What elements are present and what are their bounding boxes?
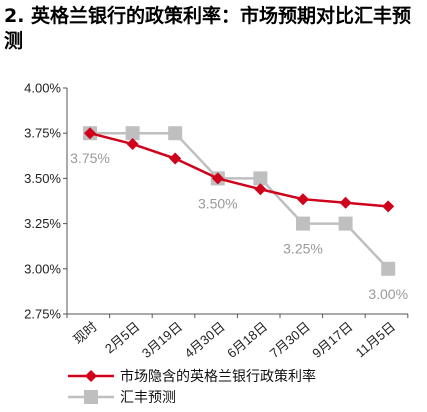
- market-line: [89, 131, 389, 208]
- x-tick-label: 7月30日: [267, 319, 313, 361]
- x-tick-label: 3月19日: [139, 319, 185, 361]
- y-tick-label: 3.00%: [24, 261, 61, 276]
- hsbc-point: [253, 171, 268, 186]
- series-market-implied: [84, 127, 395, 213]
- x-tick-label: 6月18日: [224, 319, 270, 361]
- market-point: [297, 193, 309, 206]
- legend-marker: [84, 390, 98, 404]
- hsbc-point: [168, 126, 183, 141]
- y-tick-label: 3.75%: [24, 126, 61, 141]
- x-tick-label: 4月30日: [182, 319, 228, 361]
- data-label: 3.50%: [198, 195, 238, 211]
- legend-marker: [85, 370, 97, 382]
- hsbc-point: [338, 216, 353, 231]
- y-tick-label: 4.00%: [24, 81, 61, 96]
- market-point: [126, 138, 139, 151]
- hsbc-point: [125, 126, 140, 141]
- legend-label: 市场隐含的英格兰银行政策利率: [120, 368, 316, 385]
- hsbc-line: [90, 131, 390, 270]
- market-point: [169, 152, 182, 165]
- chart-title: 2. 英格兰银行的政策利率：市场预期对比汇丰预测: [4, 5, 412, 52]
- y-tick-label: 3.50%: [24, 171, 61, 186]
- hsbc-point: [381, 261, 396, 276]
- market-point: [84, 127, 96, 140]
- y-tick-label: 2.75%: [24, 307, 61, 322]
- legend-label: 汇丰预测: [120, 390, 176, 406]
- x-tick-label: 2月5日: [102, 319, 143, 357]
- x-tick-label: 11月5日: [353, 319, 398, 361]
- data-annotations: 3.75% 3.50% 3.25% 3.00%: [70, 150, 408, 302]
- data-label: 3.75%: [70, 150, 110, 166]
- market-point: [211, 172, 224, 185]
- data-label: 3.25%: [283, 241, 323, 257]
- x-tick-label: 9月17日: [309, 319, 355, 361]
- market-point: [254, 183, 267, 196]
- hsbc-point: [296, 216, 310, 231]
- x-tick-label: 现时: [70, 319, 100, 347]
- y-tick-label: 3.25%: [24, 216, 61, 231]
- market-point: [339, 196, 352, 209]
- data-label: 3.00%: [368, 286, 408, 302]
- market-point: [382, 200, 395, 213]
